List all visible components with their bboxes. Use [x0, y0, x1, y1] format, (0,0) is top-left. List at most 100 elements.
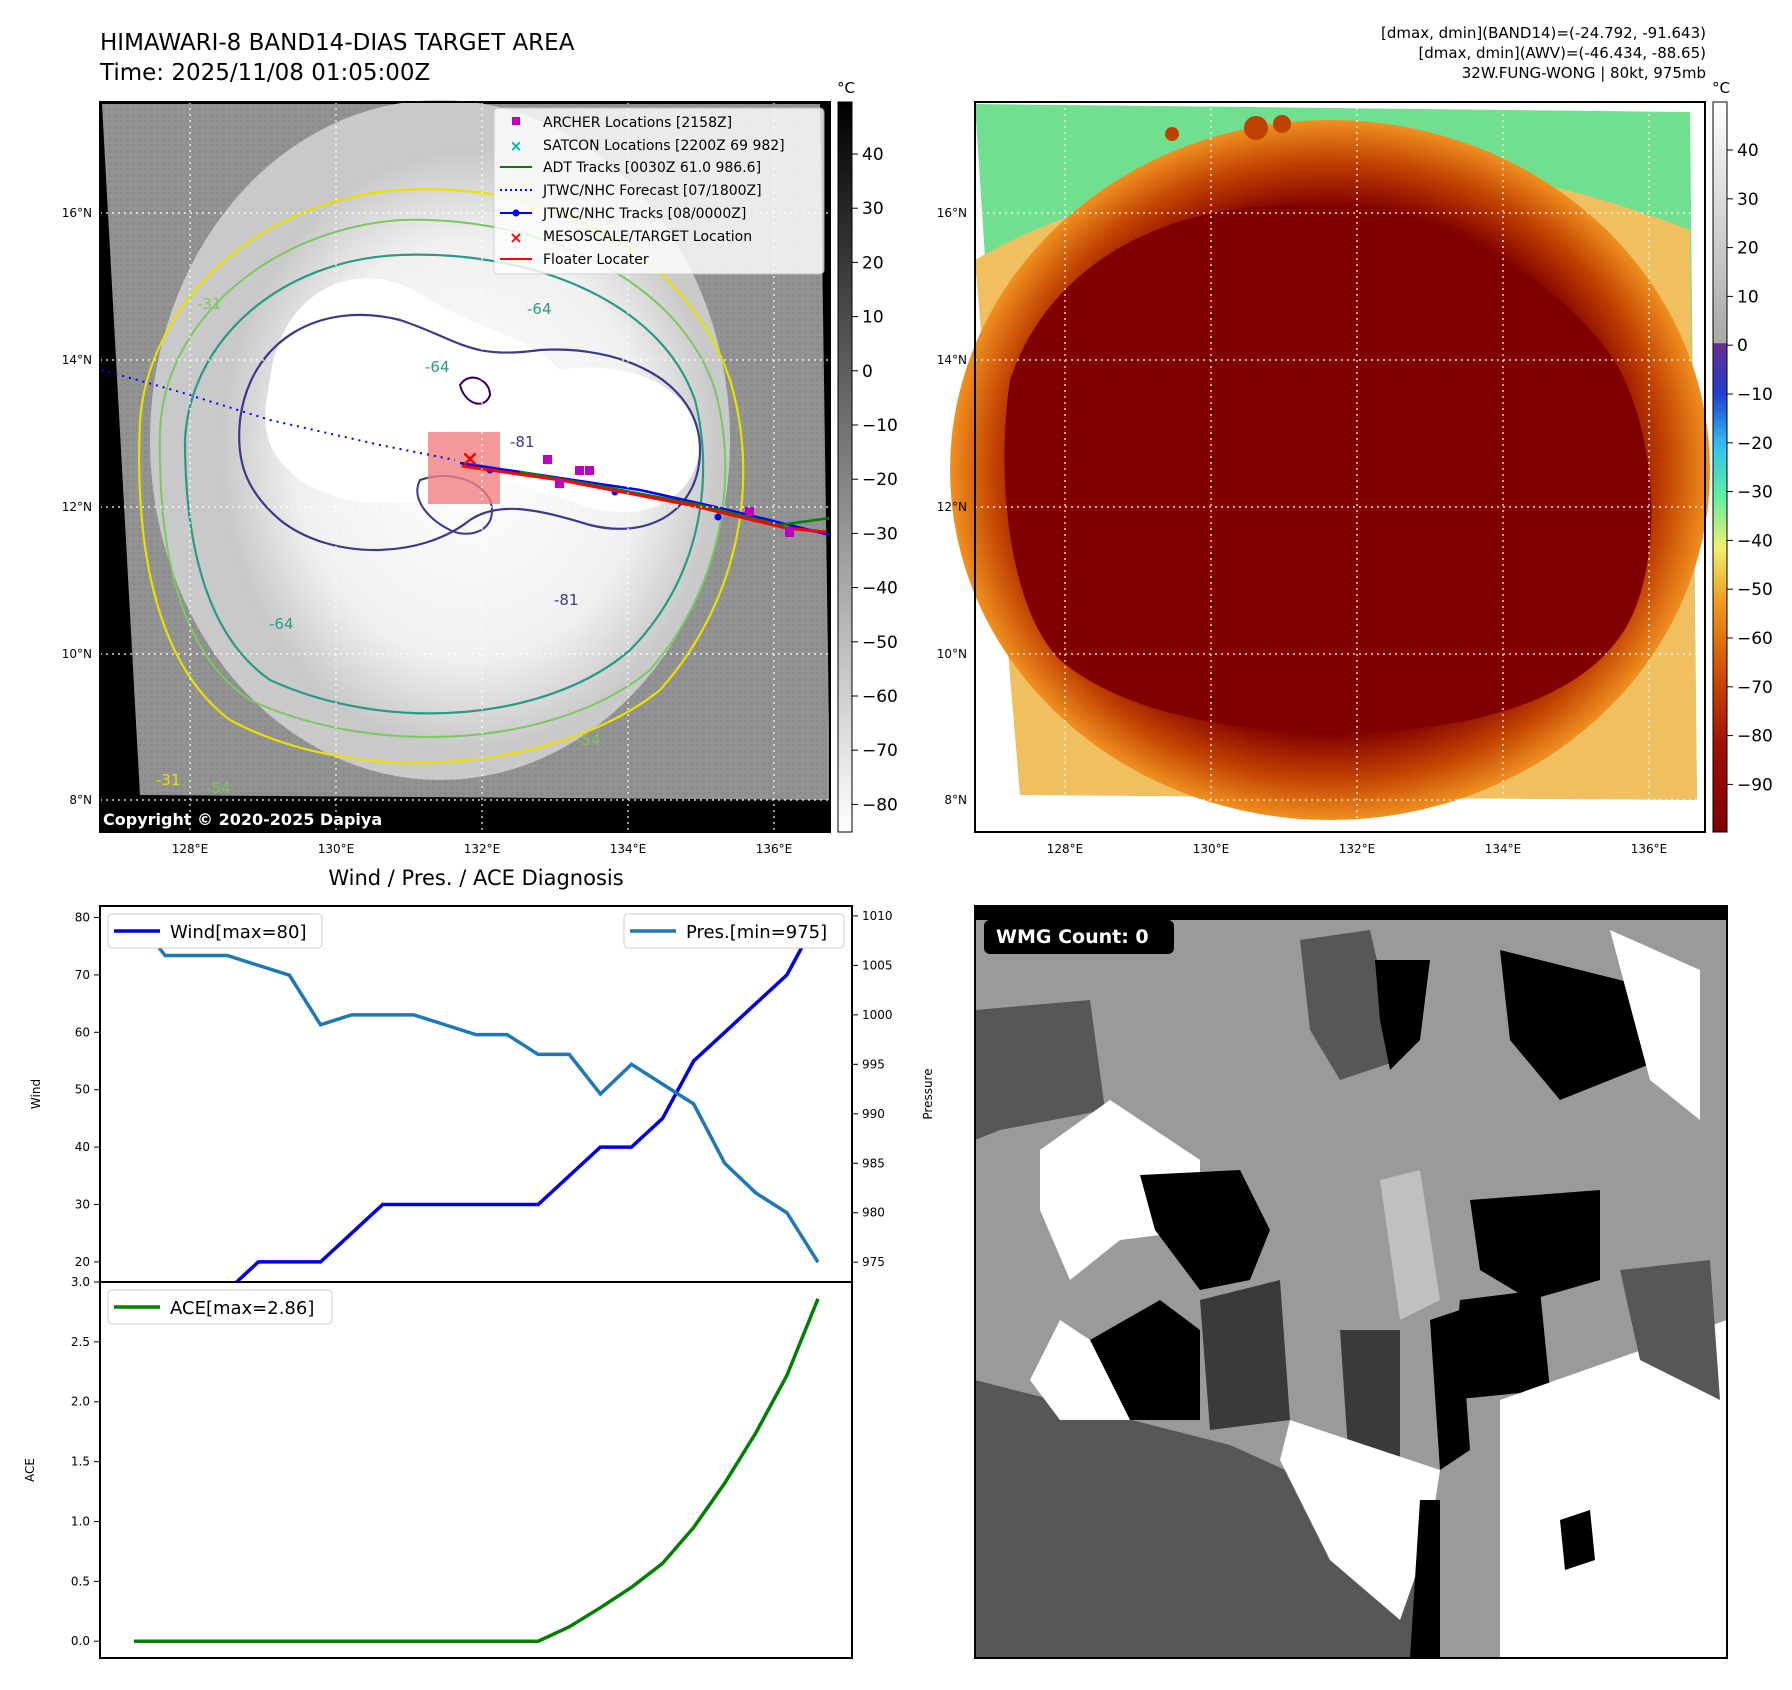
- lat-label: 12°N: [937, 500, 967, 514]
- legend-item: Floater Locater: [543, 252, 649, 268]
- colorbar-tick-label: −70: [862, 741, 898, 761]
- colorbar-tick-label: 30: [1737, 190, 1759, 210]
- colorbar-tick-label: 40: [862, 145, 884, 165]
- ace-legend-label: ACE[max=2.86]: [170, 1298, 314, 1319]
- info-band14: [dmax, dmin](BAND14)=(-24.792, -91.643): [1381, 24, 1706, 42]
- wind-pressure-frame: [99, 905, 853, 1283]
- lat-label: 16°N: [937, 206, 967, 220]
- lon-label: 134°E: [610, 842, 647, 856]
- archer-location: [785, 528, 794, 537]
- wind-tick-label: 60: [75, 1025, 90, 1039]
- contour-81: [238, 313, 702, 551]
- lon-label: 130°E: [318, 842, 355, 856]
- contour-label: -81: [510, 433, 535, 451]
- lat-label: 14°N: [937, 353, 967, 367]
- lon-label: 128°E: [1047, 842, 1084, 856]
- archer-location: [585, 466, 594, 475]
- colorbar-tick-label: −40: [862, 579, 898, 599]
- lon-label: 128°E: [172, 842, 209, 856]
- ace-tick-label: 1.5: [71, 1455, 90, 1469]
- archer-location: [555, 479, 564, 488]
- wind-pressure-chart: 80 70 60 50 40 30 20 1010 1005 1000 995 990 985 980 9…: [29, 905, 935, 1293]
- contour-31: [138, 188, 745, 764]
- map2-frame: [974, 101, 1706, 833]
- colorbar-tick-label: −20: [1737, 434, 1773, 454]
- pressure-axis-label: Pressure: [921, 1068, 935, 1119]
- map2-gridlines: [975, 102, 1705, 832]
- lon-label: 132°E: [464, 842, 501, 856]
- lat-label: 10°N: [62, 647, 92, 661]
- colorbar-tick-label: −50: [862, 633, 898, 653]
- ace-frame: [99, 1281, 853, 1659]
- colorbar-tick-label: −30: [1737, 483, 1773, 503]
- map1-legend: ARCHER Locations [2158Z] × SATCON Locati…: [493, 107, 825, 275]
- contour-label: -54: [576, 731, 601, 749]
- contour-label: -64: [425, 358, 450, 376]
- colorbar-tick-label: 30: [862, 199, 884, 219]
- pressure-tick-label: 975: [862, 1255, 885, 1269]
- lat-label: 12°N: [62, 500, 92, 514]
- info-awv: [dmax, dmin](AWV)=(-46.434, -88.65): [1418, 44, 1706, 62]
- colorbar-tick-label: 10: [862, 308, 884, 328]
- lat-label: 10°N: [937, 647, 967, 661]
- wind-tick-label: 80: [75, 910, 90, 924]
- contour-label: -31: [197, 295, 222, 313]
- pressure-tick-label: 1010: [862, 909, 893, 923]
- ace-tick-label: 2.0: [71, 1395, 90, 1409]
- ace-tick-label: 1.0: [71, 1514, 90, 1528]
- colorbar-unit: °C: [837, 79, 855, 97]
- wind-legend: Wind[max=80]: [107, 913, 323, 949]
- colorbar-tick-label: −80: [862, 795, 898, 815]
- ace-series-line: [134, 1298, 820, 1643]
- pressure-tick-label: 985: [862, 1156, 885, 1170]
- wind-tick-label: 50: [75, 1083, 90, 1097]
- colorbar-tick-label: −10: [1737, 385, 1773, 405]
- contour-label: -54: [206, 779, 231, 797]
- contour-label: -64: [269, 615, 294, 633]
- wind-tick-label: 20: [75, 1255, 90, 1269]
- map1-axis-labels: 16°N 14°N 12°N 10°N 8°N 128°E 130°E 132°…: [62, 206, 793, 856]
- legend-target-icon: ×: [509, 228, 522, 247]
- copyright-text: Copyright © 2020-2025 Dapiya: [103, 810, 382, 829]
- pressure-tick-label: 1000: [862, 1008, 893, 1022]
- colorbar-tick-label: 0: [1737, 336, 1748, 356]
- info-storm: 32W.FUNG-WONG | 80kt, 975mb: [1462, 64, 1706, 82]
- ace-legend: ACE[max=2.86]: [107, 1289, 333, 1325]
- pressure-tick-label: 995: [862, 1057, 885, 1071]
- contour-64: [183, 253, 705, 715]
- legend-archer-icon: [512, 117, 520, 125]
- figure-time: Time: 2025/11/08 01:05:00Z: [99, 60, 430, 86]
- lat-label: 8°N: [69, 793, 92, 807]
- colorbar-unit: °C: [1712, 79, 1730, 97]
- pressure-legend-label: Pres.[min=975]: [686, 922, 827, 943]
- contour-label: -64: [527, 300, 552, 318]
- colorbar-tick-label: −20: [862, 470, 898, 490]
- colorbar-tick-label: 20: [1737, 239, 1759, 259]
- legend-item: MESOSCALE/TARGET Location: [543, 229, 752, 245]
- map1-colorbar: °C 40 30 20 10 0 −10 −20 −30 −40 −50 −60 −70 −80: [837, 79, 898, 833]
- colorbar-tick-label: −60: [1737, 629, 1773, 649]
- map2-axis-labels: 16°N 14°N 12°N 10°N 8°N 128°E 130°E 132°…: [937, 206, 1668, 856]
- colorbar-tick-label: −70: [1737, 678, 1773, 698]
- pressure-series-line: [132, 914, 820, 1264]
- wmg-panel: WMG Count: 0: [974, 905, 1728, 1659]
- wind-tick-label: 40: [75, 1140, 90, 1154]
- pressure-tick-label: 1005: [862, 958, 893, 972]
- ace-tick-label: 0.5: [71, 1574, 90, 1588]
- colorbar-tick-label: −30: [862, 524, 898, 544]
- pressure-tick-label: 980: [862, 1206, 885, 1220]
- lat-label: 14°N: [62, 353, 92, 367]
- wind-tick-label: 30: [75, 1198, 90, 1212]
- colorbar-tick-label: −60: [862, 687, 898, 707]
- ace-tick-label: 0.0: [71, 1634, 90, 1648]
- legend-item: SATCON Locations [2200Z 69 982]: [543, 138, 785, 154]
- ace-axis-label: ACE: [23, 1458, 37, 1482]
- colorbar-tick-label: 0: [862, 362, 873, 382]
- mesoscale-target-marker: ×: [461, 447, 479, 472]
- legend-item: ADT Tracks [0030Z 61.0 986.6]: [543, 160, 761, 176]
- wmg-count-badge: [984, 920, 1174, 954]
- wmg-count-label: WMG Count: 0: [996, 926, 1149, 948]
- archer-location: [745, 507, 754, 516]
- pressure-tick-label: 990: [862, 1107, 885, 1121]
- colorbar-tick-label: 20: [862, 253, 884, 273]
